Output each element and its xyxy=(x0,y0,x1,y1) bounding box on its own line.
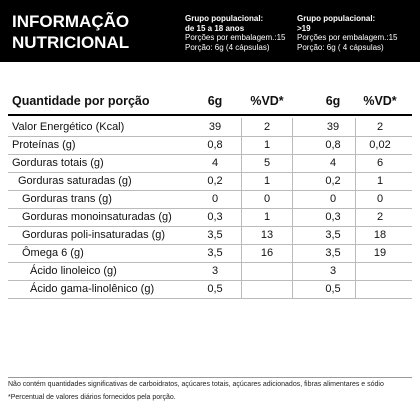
cell-value: 2 xyxy=(376,211,384,223)
cell-value: 18 xyxy=(373,229,387,241)
cell-value: 19 xyxy=(373,247,387,259)
cell-value: 0 xyxy=(263,193,271,205)
row-rule xyxy=(8,244,412,245)
cell-value: 0 xyxy=(376,193,384,205)
row-rule xyxy=(8,154,412,155)
cell-value: 0,2 xyxy=(325,175,341,187)
row-rule xyxy=(8,280,412,281)
cell-value: 0,5 xyxy=(325,283,341,295)
group-line: Porção: 6g (4 cápsulas) xyxy=(185,42,270,52)
footer-rule xyxy=(8,377,412,378)
cell-value: 4 xyxy=(211,157,219,169)
title: NUTRICIONAL xyxy=(12,33,130,52)
row-label: Gorduras poli-insaturadas (g) xyxy=(22,229,166,241)
column-header: 6g xyxy=(207,94,223,108)
row-label: Gorduras monoinsaturadas (g) xyxy=(22,211,172,223)
cell-value: 13 xyxy=(260,229,274,241)
header: INFORMAÇÃO NUTRICIONAL Grupo populaciona… xyxy=(0,0,420,62)
row-rule xyxy=(8,262,412,263)
column-header: 6g xyxy=(325,94,341,108)
cell-value: 39 xyxy=(326,121,340,133)
cell-value: 3,5 xyxy=(325,247,341,259)
row-label: Gorduras saturadas (g) xyxy=(18,175,132,187)
cell-value: 3,5 xyxy=(325,229,341,241)
cell-value: 1 xyxy=(263,175,271,187)
cell-value: 0 xyxy=(211,193,219,205)
row-label: Ácido gama-linolênico (g) xyxy=(30,283,155,295)
title: INFORMAÇÃO xyxy=(12,12,130,31)
cell-value: 3 xyxy=(329,265,337,277)
cell-value: 5 xyxy=(263,157,271,169)
cell-value: 3,5 xyxy=(207,247,223,259)
footer-note: *Percentual de valores diários fornecido… xyxy=(8,394,176,401)
group-line: Porções por embalagem.:15 xyxy=(297,33,398,42)
column-rule xyxy=(292,118,293,298)
column-header: %VD* xyxy=(250,94,284,108)
group-line: Grupo populacional: xyxy=(297,14,376,23)
cell-value: 4 xyxy=(329,157,337,169)
group-line: Porções por embalagem.:15 xyxy=(185,33,286,42)
row-label: Ácido linoleico (g) xyxy=(30,265,117,277)
cell-value: 0,8 xyxy=(325,139,341,151)
population-group: Grupo populacional: de 15 a 18 anos Porçõe… xyxy=(185,14,286,52)
cell-value: 1 xyxy=(376,175,384,187)
row-rule xyxy=(8,190,412,191)
column-rule xyxy=(355,118,356,298)
cell-value: 6 xyxy=(376,157,384,169)
row-rule xyxy=(8,136,412,137)
cell-value: 3,5 xyxy=(207,229,223,241)
cell-value: 0,3 xyxy=(207,211,223,223)
cell-value: 0 xyxy=(329,193,337,205)
row-label: Valor Energético (Kcal) xyxy=(12,121,125,133)
group-line: >19 xyxy=(297,23,311,33)
cell-value: 0,8 xyxy=(207,139,223,151)
cell-value: 0,5 xyxy=(207,283,223,295)
row-label: Gorduras totais (g) xyxy=(12,157,104,169)
cell-value: 3 xyxy=(211,265,219,277)
cell-value: 2 xyxy=(263,121,271,133)
cell-value: 16 xyxy=(260,247,274,259)
row-rule xyxy=(8,226,412,227)
row-rule xyxy=(8,298,412,299)
cell-value: 0,2 xyxy=(207,175,223,187)
row-label: Proteínas (g) xyxy=(12,139,76,151)
group-line: Porção: 6g ( 4 cápsulas) xyxy=(297,42,384,52)
column-rule xyxy=(241,118,242,298)
cell-value: 1 xyxy=(263,139,271,151)
row-label: Ômega 6 (g) xyxy=(22,247,84,259)
row-rule xyxy=(8,172,412,173)
group-line: Grupo populacional: xyxy=(185,14,264,23)
population-group: Grupo populacional: >19 Porções por embala… xyxy=(297,14,398,52)
column-header: Quantidade por porção xyxy=(12,94,150,108)
column-header: %VD* xyxy=(363,94,397,108)
cell-value: 39 xyxy=(208,121,222,133)
cell-value: 2 xyxy=(376,121,384,133)
group-line: de 15 a 18 anos xyxy=(185,23,245,33)
cell-value: 0,02 xyxy=(369,139,391,151)
row-rule xyxy=(8,208,412,209)
footer-note: Não contém quantidades significativas de… xyxy=(8,381,384,388)
header-rule xyxy=(8,114,412,116)
row-label: Gorduras trans (g) xyxy=(22,193,112,205)
cell-value: 1 xyxy=(263,211,271,223)
cell-value: 0,3 xyxy=(325,211,341,223)
